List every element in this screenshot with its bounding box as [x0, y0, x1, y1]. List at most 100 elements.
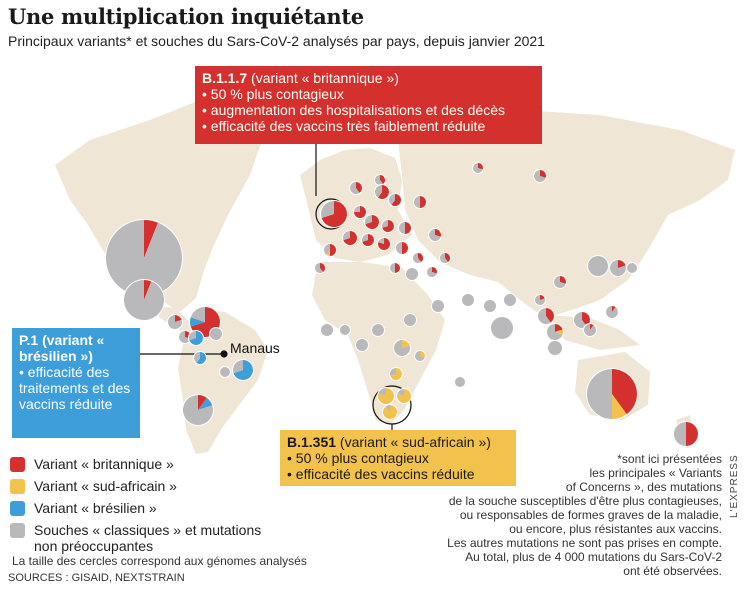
- pie-slice: [321, 201, 347, 228]
- pie-slice: [412, 253, 421, 263]
- pie-slice: [390, 263, 395, 273]
- pie-slice: [455, 377, 465, 387]
- pie-slice: [189, 317, 205, 327]
- footnote-line: ou responsables de formes graves de la m…: [459, 508, 722, 522]
- pie-slice: [380, 175, 386, 185]
- callout-b117-line: • efficacité des vaccins très faiblement…: [202, 118, 486, 134]
- pie-slice: [123, 280, 164, 320]
- legend-label: Variant « britannique »: [34, 456, 174, 472]
- pie-slice: [606, 306, 618, 319]
- pie-slice: [618, 260, 626, 268]
- pie-slice: [194, 352, 200, 363]
- pie-slice: [395, 263, 400, 273]
- pie-slice: [377, 185, 389, 199]
- pie-slice: [432, 300, 444, 312]
- pie-slice: [554, 276, 566, 288]
- pie-slice: [198, 397, 213, 410]
- sources: SOURCES : GISAID, NEXTSTRAIN: [8, 572, 185, 584]
- pie-slice: [462, 294, 474, 306]
- pie-slice: [196, 352, 207, 364]
- pie-slice: [435, 229, 441, 237]
- pie-slice: [555, 324, 563, 332]
- pie-slice: [473, 163, 483, 173]
- pie-slice: [188, 331, 196, 341]
- callout-connectors: [140, 142, 412, 430]
- legend-item: Variant « britannique »: [10, 456, 274, 478]
- callout-b1351-heading: B.1.351: [287, 434, 337, 450]
- pie-slice: [414, 351, 425, 362]
- pie-slice: [362, 234, 375, 246]
- pie-slice: [324, 244, 330, 255]
- pie-slice: [548, 341, 562, 355]
- footnote-line: ou encore, plus résistantes aux vaccins.: [509, 522, 722, 536]
- pie-slice: [340, 325, 350, 335]
- legend-label: Souches « classiques » et mutations non …: [34, 522, 262, 554]
- pie-slice: [106, 220, 183, 296]
- pie-slice: [504, 294, 516, 306]
- footnote-line: les principales « Variants: [589, 466, 722, 480]
- pie-slice: [587, 369, 612, 419]
- legend-item: Variant « brésilien »: [10, 500, 274, 522]
- pie-slice: [362, 234, 368, 242]
- size-note: La taille des cercles correspond aux gén…: [12, 554, 307, 568]
- pie-slice: [574, 312, 587, 328]
- pie-slice: [555, 329, 563, 335]
- pie-slice: [391, 194, 402, 207]
- pie-slice: [144, 220, 158, 258]
- pie-slice: [445, 253, 451, 263]
- pie-slice: [584, 324, 597, 336]
- pie-slice: [326, 250, 330, 256]
- pie-slice: [406, 268, 418, 280]
- pie-slice: [612, 368, 638, 415]
- pie-slice: [429, 229, 441, 241]
- pie-slice: [321, 324, 333, 336]
- pie-slice: [144, 280, 152, 300]
- callout-b117-subheading: (variant « britannique »): [247, 70, 399, 86]
- pie-slice: [432, 267, 437, 274]
- callout-p1-line: • efficacité des traitements et des vacc…: [19, 364, 131, 412]
- pie-slice: [375, 185, 382, 198]
- pie-slice: [382, 219, 395, 232]
- footnote-line: de la souche susceptibles d'être plus co…: [448, 494, 722, 508]
- pie-slice: [383, 405, 398, 420]
- pie-slice: [534, 170, 546, 183]
- pie-slice: [420, 351, 425, 358]
- pie-slice: [418, 253, 423, 263]
- pie-slice: [491, 317, 513, 339]
- pie-slice: [233, 360, 253, 381]
- africa: [312, 262, 445, 425]
- callout-b117: B.1.1.7 (variant « britannique ») • 50 %…: [195, 66, 542, 144]
- pie-slice: [394, 340, 410, 356]
- pie-slice: [535, 295, 545, 305]
- pie-slice: [674, 422, 686, 446]
- callout-b1351-line: • 50 % plus contagieux: [287, 450, 429, 466]
- pie-slice: [343, 231, 358, 246]
- pie-slice: [220, 367, 230, 377]
- pie-slice: [478, 163, 484, 170]
- pie-slice: [440, 253, 448, 263]
- footnote-line: ont été observées.: [623, 564, 722, 578]
- pie-slice: [365, 215, 379, 230]
- legend-swatch: [10, 501, 25, 516]
- pie-slice: [590, 324, 594, 330]
- pie-slice: [364, 215, 372, 225]
- legend-swatch: [10, 523, 25, 538]
- pie-slice: [427, 267, 437, 277]
- callout-p1-heading: P.1 (variant « brésilien »): [19, 332, 105, 364]
- pie-slice: [343, 231, 350, 241]
- callout-b1351: B.1.351 (variant « sud-africain ») • 50 …: [280, 430, 516, 486]
- pie-slice: [405, 222, 411, 234]
- legend-item: Variant « sud-africain »: [10, 478, 274, 500]
- callout-b117-line: • 50 % plus contagieux: [202, 86, 344, 102]
- pie-slice: [627, 263, 637, 273]
- pie-slice: [330, 244, 336, 256]
- callout-p1: P.1 (variant « brésilien ») • efficacité…: [12, 328, 140, 438]
- pie-slice: [390, 368, 403, 380]
- pie-slice: [420, 196, 426, 208]
- legend-swatch: [10, 457, 25, 472]
- pie-slice: [402, 242, 408, 254]
- pie-slice: [540, 295, 545, 300]
- legend-item: Souches « classiques » et mutations non …: [10, 522, 274, 558]
- pie-slice: [378, 238, 391, 251]
- legend-swatch: [10, 479, 25, 494]
